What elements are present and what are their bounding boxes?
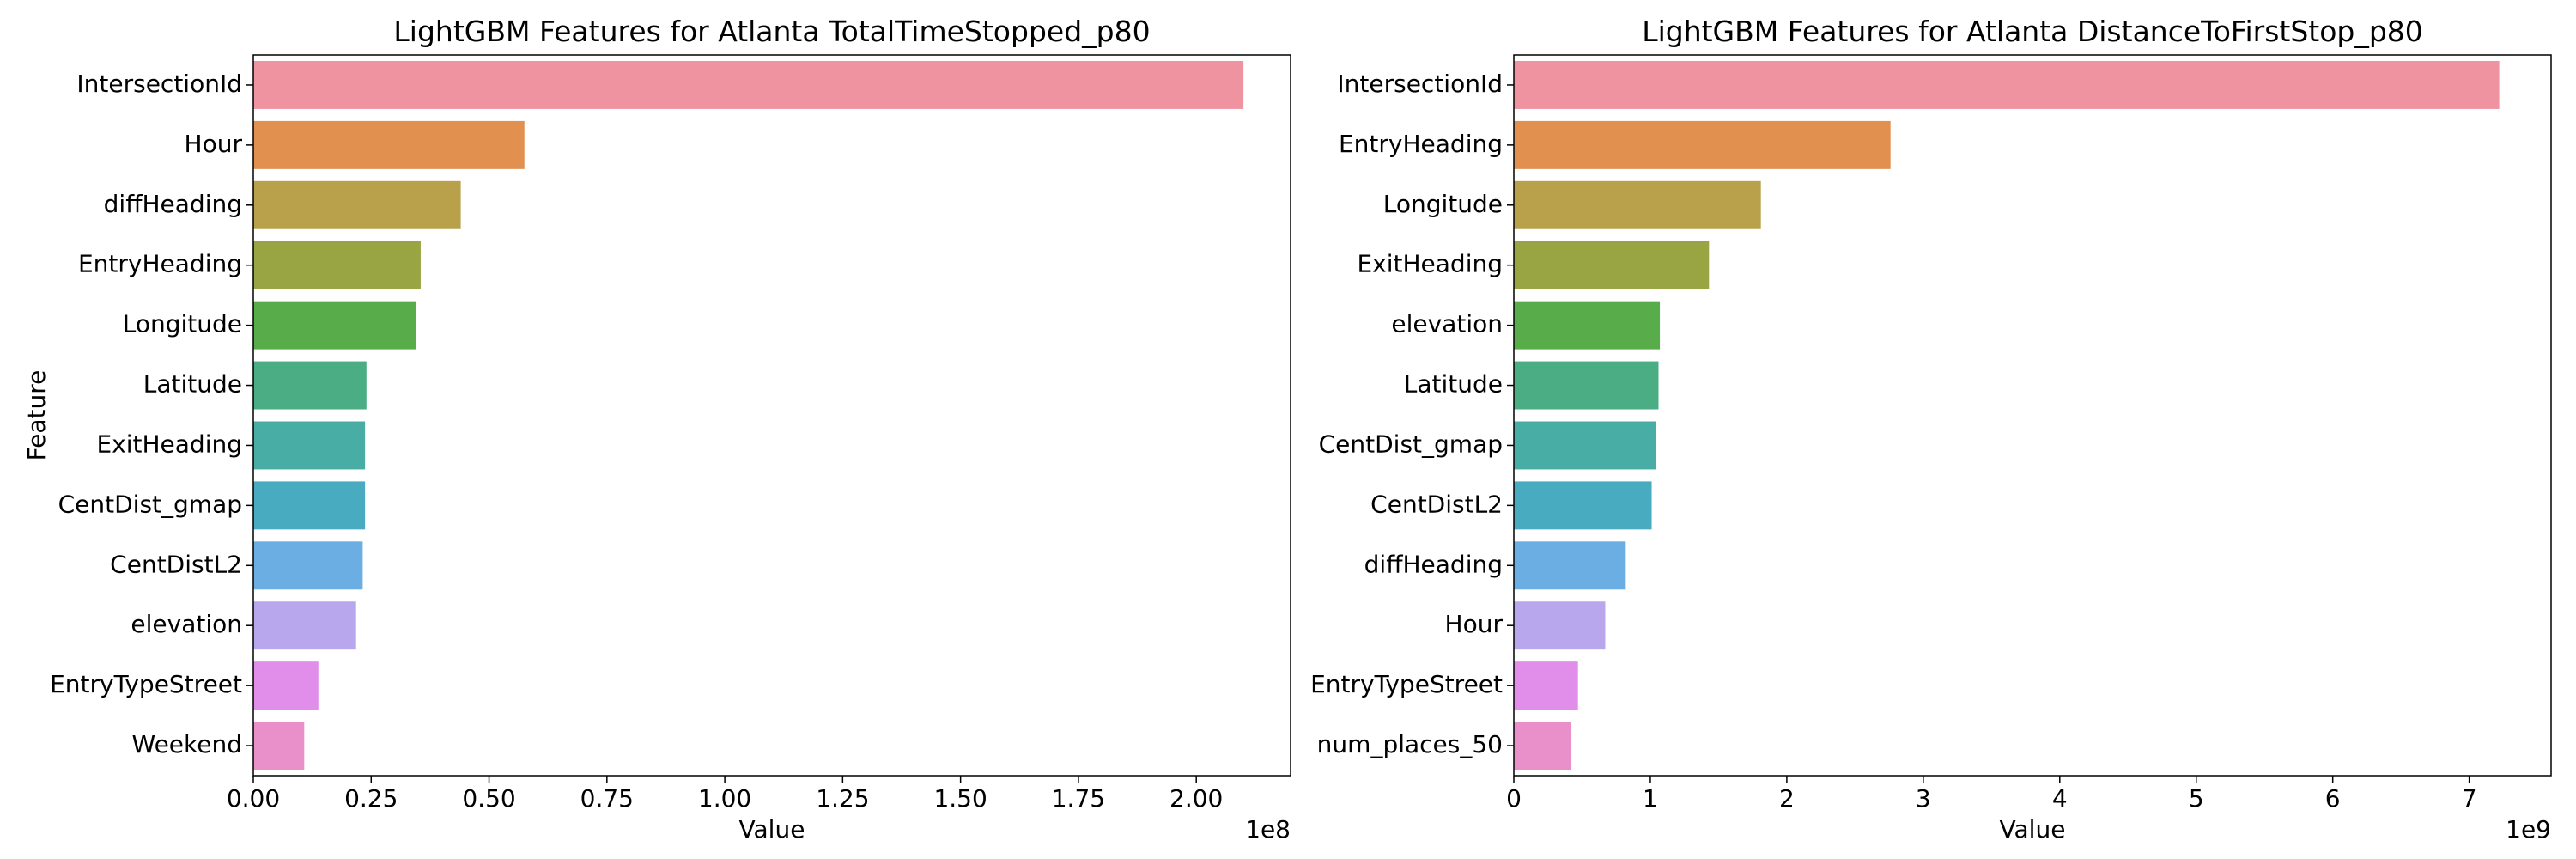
chart1-xtick-label: 1.00 [698,784,751,813]
chart2-xtick-label: 2 [1779,784,1795,813]
chart1-ytick-label: EntryTypeStreet [50,670,242,698]
chart1-xtick-label: 1.75 [1052,784,1105,813]
chart2-ytick-label: ExitHeading [1357,250,1503,278]
chart2-xlabel: Value [2000,815,2066,844]
chart2-title: LightGBM Features for Atlanta DistanceTo… [1642,15,2423,48]
chart1-bar [253,180,461,229]
chart2-bar [1514,481,1652,530]
chart1-bar [253,541,363,590]
chart2-ytick-label: CentDist_gmap [1319,430,1503,458]
chart2-ytick-label: num_places_50 [1317,730,1503,758]
chart2-bar [1514,60,2500,109]
chart2-bar [1514,361,1659,410]
chart2-bar [1514,301,1661,350]
chart2-xtick-label: 1 [1643,784,1658,813]
chart1-bar [253,661,319,710]
chart1-xtick-label: 0.75 [580,784,634,813]
chart1-bar [253,301,416,350]
chart1-xlabel: Value [739,815,805,844]
chart1-ytick-label: Latitude [143,370,242,399]
chart1-bar [253,60,1244,109]
chart2-xtick-label: 4 [2052,784,2068,813]
chart2-xtick-label: 3 [1916,784,1931,813]
chart2-axes-frame [1513,54,2552,777]
chart2-ytick-label: diffHeading [1364,550,1503,578]
chart2-bar [1514,180,1761,229]
chart1-title: LightGBM Features for Atlanta TotalTimeS… [393,15,1150,48]
chart1-ytick-label: ExitHeading [96,430,242,458]
chart2-bar [1514,241,1710,289]
chart2-xtick-label: 7 [2462,784,2477,813]
chart1-bar [253,481,366,530]
chart1-axes-frame [252,54,1291,777]
chart1-ytick-label: EntryHeading [78,250,242,278]
chart1-bar [253,120,525,169]
chart1-ytick-label: diffHeading [104,190,242,218]
chart1-ytick-label: Weekend [132,730,242,758]
chart1-ytick-label: IntersectionId [76,70,242,98]
chart2-ytick-label: EntryTypeStreet [1310,670,1503,698]
chart1-xtick-label: 0.00 [227,784,280,813]
chart2-xtick-label: 0 [1506,784,1522,813]
chart1-bar [253,722,305,771]
chart2-bar [1514,601,1606,650]
chart1-ytick-label: Longitude [123,310,242,338]
chart2-bar [1514,661,1578,710]
chart2-ytick-label: IntersectionId [1337,70,1503,98]
chart1-ytick-label: CentDist_gmap [58,490,242,518]
chart2-xtick-label: 6 [2325,784,2341,813]
chart2-bar [1514,421,1656,470]
chart1-xtick-label: 1.50 [933,784,987,813]
chart2-ytick-label: EntryHeading [1339,130,1503,158]
chart2-ytick-label: Latitude [1404,370,1503,399]
chart1-ylabel: Feature [22,370,51,461]
chart1-bar [253,241,421,289]
chart1-ytick-label: elevation [131,610,242,638]
chart1-bar [253,601,356,650]
chart2-bar [1514,120,1891,169]
chart1-x-offset-label: 1e8 [1245,815,1291,844]
chart2-ytick-label: CentDistL2 [1370,490,1503,518]
chart2-ytick-label: Longitude [1383,190,1503,218]
chart1-xtick-label: 2.00 [1170,784,1223,813]
chart2-bar [1514,541,1626,590]
chart1-bar [253,421,366,470]
chart1-bar [253,361,367,410]
chart2-ytick-label: Hour [1445,610,1504,638]
chart1-xtick-label: 0.25 [344,784,398,813]
chart1-xtick-label: 1.25 [816,784,869,813]
chart2-ytick-label: elevation [1391,310,1503,338]
chart1-xtick-label: 0.50 [462,784,515,813]
chart2-xtick-label: 5 [2189,784,2204,813]
chart2-bar [1514,722,1571,771]
chart2-x-offset-label: 1e9 [2506,815,2551,844]
chart1-ytick-label: CentDistL2 [110,550,242,578]
chart1-ytick-label: Hour [185,130,243,158]
